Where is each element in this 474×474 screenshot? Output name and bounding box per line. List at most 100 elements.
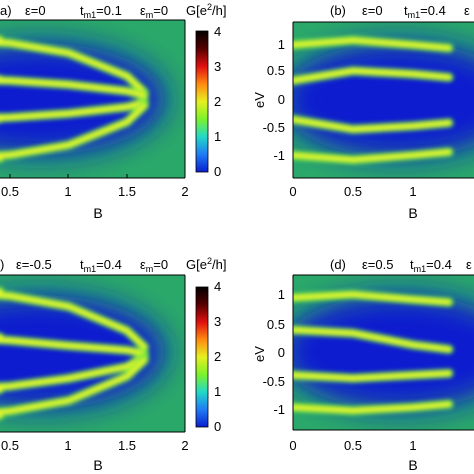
panel-c-plot [0,275,185,432]
panel-d-tm1: tm1=0.4 [410,257,452,274]
colorbar-c-label: G[e2/h] [186,256,226,272]
panel-b-em: ε [464,3,470,18]
panel-a-tm1: tm1=0.1 [80,3,122,20]
panel-c-xtick-label: 2 [181,438,188,453]
ridge-inner-lower [0,355,147,392]
panel-b-xtick-label: 0 [289,184,296,199]
panel-b-ytick-label: -1 [273,148,285,163]
ridge-outer-upper [0,289,147,349]
panel-a-xtick-label: 1.5 [118,184,136,199]
panel-a-plot [0,20,185,178]
panel-d-ytick-label: -1 [273,402,285,417]
ridge-outer-lower [0,358,147,418]
ridge-outer-lower [0,103,147,161]
panel-d-ylabel: eV [252,346,267,362]
panel-a-eps: ε=0 [25,3,46,18]
panel-a-xtick-label: 1 [64,184,71,199]
ridge-inner-upper [0,77,147,98]
panel-c-xticks: 0.5 1 1.5 2 [1,438,189,453]
panel-d-plot [293,275,474,430]
colorbar-a-tick: 4 [214,24,221,39]
colorbar-a: G[e2/h] 0 1 2 3 4 [186,2,226,179]
panel-b-ylabel: eV [252,92,267,108]
ridge-outer-lower [293,150,451,162]
colorbar-c-tick: 1 [214,384,221,399]
panel-b-xlabel: B [408,205,417,221]
panel-d-xtick-label: 0.5 [344,438,362,453]
panel-a-xlabel: B [93,205,102,221]
panel-c-xlabel: B [93,457,102,473]
ridge-outer-upper [293,292,451,304]
panel-b-title: (b) ε=0 tm1=0.4 ε [330,3,470,20]
colorbar-c-tick: 4 [214,279,221,294]
panel-c-ridges [0,286,149,421]
colorbar-c-tick: 3 [214,314,221,329]
panel-d-ytick-label: 0.5 [267,317,285,332]
panel-c-xtick-label: 0.5 [1,438,19,453]
panel-c-xtick-label: 1 [64,438,71,453]
panel-d-xlabel: B [408,457,417,473]
ridge-outer-upper [0,37,147,95]
panel-b-plot [293,22,474,178]
colorbar-c-bar [195,286,209,428]
colorbar-c: G[e2/h] 0 1 2 3 4 [186,256,226,434]
colorbar-a-label: G[e2/h] [186,2,226,18]
panel-b-xticks: 0 0.5 1 [289,184,416,199]
panel-d-ridges [293,289,454,416]
panel-a-title: a) ε=0 tm1=0.1 εm=0 [0,3,168,20]
colorbar-c-tick: 2 [214,349,221,364]
panel-c-xtick-label: 1.5 [118,438,136,453]
panel-b-xtick-label: 0.5 [344,184,362,199]
ridge-outer-upper [293,38,451,50]
panel-d-xtick-label: 1 [409,438,416,453]
panel-b-tm1: tm1=0.4 [404,3,446,20]
panel-b-ytick-label: 0 [278,92,285,107]
colorbar-a-tick: 2 [214,94,221,109]
ridge-inner-upper [0,335,147,356]
panel-c-letter: ) [0,257,4,272]
colorbar-a-tick: 0 [214,164,221,179]
panel-d-em: ε [466,257,472,272]
panel-b-letter: (b) [330,3,346,18]
panel-c: 0.5 1 1.5 2 B ) ε=-0.5 tm1=0.4 εm=0 [0,257,189,473]
colorbar-a-bar [195,30,209,173]
panel-a-xtick-label: 2 [181,184,188,199]
panel-b-ridges [293,35,454,165]
panel-c-eps: ε=-0.5 [16,257,52,272]
panel-a-xtick-label: 0.5 [1,184,19,199]
panel-b-xtick-label: 1 [409,184,416,199]
colorbar-c-tick: 0 [214,419,221,434]
panel-a-em: εm=0 [140,3,168,20]
panel-d-ytick-label: 1 [278,287,285,302]
panel-d-xticks: 0 0.5 1 [289,438,416,453]
panel-a-ridges [0,35,149,163]
panel-a-xticks: 0.5 1 1.5 2 [1,174,189,199]
panel-b-ytick-label: 0.5 [267,63,285,78]
panel-b: 1 0.5 0 -0.5 -1 eV 0 0.5 1 B (b) ε=0 tm1… [252,3,474,221]
panel-d-yticks: 1 0.5 0 -0.5 -1 [263,287,285,417]
ridge-outer-lower [293,402,451,413]
ridge-inner-lower [293,371,451,381]
colorbar-a-tick: 3 [214,59,221,74]
panel-d-title: (d) ε=0.5 tm1=0.4 ε [330,257,472,274]
panel-a: 0.5 1 1.5 2 B a) ε=0 tm1=0.1 εm=0 [0,3,189,221]
panel-c-title: ) ε=-0.5 tm1=0.4 εm=0 [0,257,168,274]
panel-d-letter: (d) [330,257,346,272]
panel-b-eps: ε=0 [362,3,383,18]
ridge-inner-upper [293,328,451,352]
panel-d-xtick-label: 0 [289,438,296,453]
panel-d: 1 0.5 0 -0.5 -1 eV 0 0.5 1 B (d) ε=0.5 t… [252,257,474,473]
ridge-inner-upper [293,69,451,83]
panel-d-eps: ε=0.5 [362,257,393,272]
panel-d-ytick-label: -0.5 [263,374,285,389]
panel-b-ytick-label: 1 [278,37,285,52]
panel-b-ytick-label: -0.5 [263,120,285,135]
panel-c-tm1: tm1=0.4 [80,257,122,274]
panel-a-letter: a) [0,3,12,18]
colorbar-a-tick: 1 [214,129,221,144]
panel-c-em: εm=0 [140,257,168,274]
panel-d-ytick-label: 0 [278,345,285,360]
ridge-inner-lower [293,117,451,132]
ridge-inner-lower [0,100,147,121]
